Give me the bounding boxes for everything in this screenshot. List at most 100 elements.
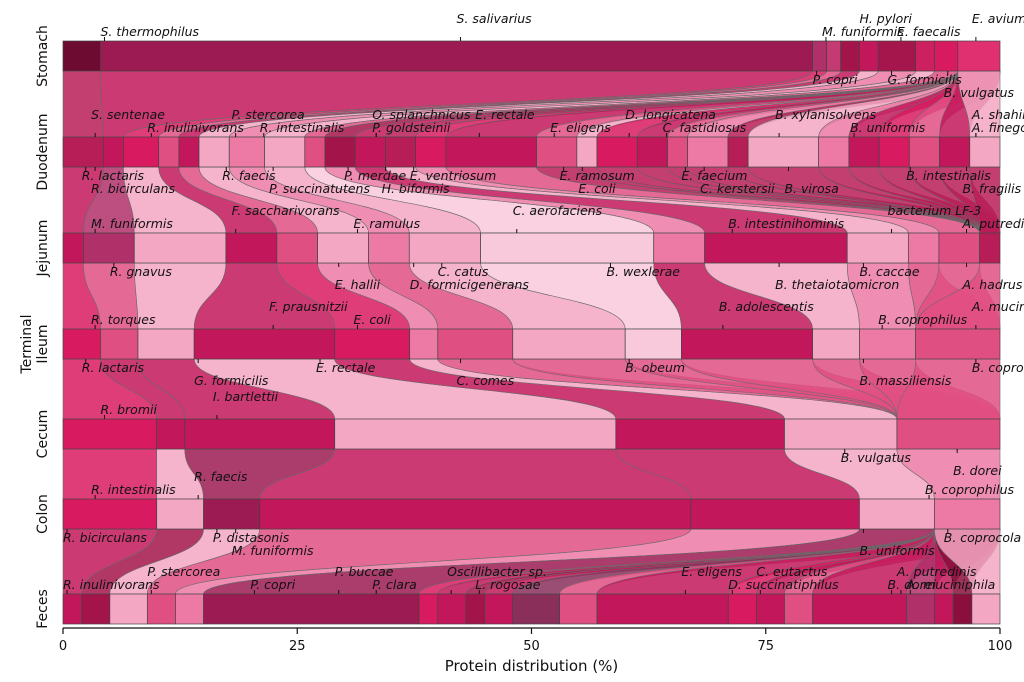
bar-segment xyxy=(840,40,860,72)
bar-segment xyxy=(368,232,410,264)
bar-segment xyxy=(905,593,935,625)
bar-segment xyxy=(385,136,416,168)
site-label: Stomach xyxy=(35,25,51,87)
species-label: Oscillibacter sp. xyxy=(447,564,547,579)
bar-segment xyxy=(681,328,813,360)
bar-segment xyxy=(259,498,692,530)
species-label: G. formicilis xyxy=(194,373,269,388)
species-label: D. longicatena xyxy=(625,107,716,122)
bar-segment xyxy=(203,593,420,625)
bar-segment xyxy=(576,136,598,168)
bar-segment xyxy=(203,498,261,530)
bar-segment xyxy=(596,593,729,625)
bar-segment xyxy=(62,328,101,360)
bar-segment xyxy=(408,232,481,264)
bar-segment xyxy=(418,593,439,625)
species-label: E. eligens xyxy=(681,564,742,579)
species-label: C. catus xyxy=(438,264,489,279)
bar-segment xyxy=(596,136,638,168)
bar-segment xyxy=(846,232,909,264)
species-label: B. intestinihominis xyxy=(728,216,844,231)
bar-segment xyxy=(756,593,785,625)
species-label: R. inulinivorans xyxy=(147,120,244,135)
site-label: Jejunum xyxy=(35,220,51,278)
species-label: H. biformis xyxy=(382,181,451,196)
site-label: Terminal xyxy=(19,314,35,374)
bar-segment xyxy=(859,328,917,360)
species-label: S. sentenae xyxy=(91,107,165,122)
species-label: B. coprocola xyxy=(972,360,1024,375)
species-label: B. intestinalis xyxy=(906,168,991,183)
bar-segment xyxy=(334,328,411,360)
bar-segment xyxy=(979,232,1001,264)
species-label: B. adolescentis xyxy=(719,299,814,314)
species-label: H. pylori xyxy=(859,11,912,26)
species-label: R. intestinalis xyxy=(260,120,345,135)
bar-segment xyxy=(133,232,227,264)
bar-segment xyxy=(859,498,935,530)
bar-segment xyxy=(465,593,486,625)
bar-segment xyxy=(624,328,682,360)
species-label: R. intestinalis xyxy=(91,482,176,497)
bar-segment xyxy=(437,593,467,625)
bar-segment xyxy=(934,498,1001,530)
species-label: P. merdae xyxy=(344,168,406,183)
bar-segment xyxy=(62,498,158,530)
species-label: B. vulgatus xyxy=(841,450,912,465)
bar-segment xyxy=(939,136,971,168)
species-label: E. rectale xyxy=(475,107,535,122)
bar-segment xyxy=(156,498,204,530)
species-label: D. formicigenerans xyxy=(410,277,530,292)
bar-segment xyxy=(878,136,910,168)
species-label: bacterium LF-3 xyxy=(888,203,982,218)
bar-segment xyxy=(907,232,940,264)
species-label: R. inulinivorans xyxy=(63,577,160,592)
species-label: P. copri xyxy=(250,577,295,592)
bar-segment xyxy=(812,328,860,360)
species-label: B. dorei xyxy=(953,463,1002,478)
bar-segment xyxy=(877,40,917,72)
bar-segment xyxy=(102,136,124,168)
species-label: A. finegoldii xyxy=(971,120,1024,135)
bar-segment xyxy=(225,232,278,264)
bar-segment xyxy=(512,593,560,625)
species-label: C. comes xyxy=(457,373,515,388)
bar-segment xyxy=(826,40,842,72)
species-label: B. obeum xyxy=(625,360,685,375)
bar-segment xyxy=(938,232,980,264)
species-label: E. ramulus xyxy=(353,216,420,231)
bar-segment xyxy=(636,136,668,168)
species-label: B. fragilis xyxy=(963,181,1022,196)
bar-segment xyxy=(690,498,860,530)
site-label: Duodenum xyxy=(35,113,51,190)
bar-segment xyxy=(727,136,749,168)
species-label: P. succinatutens xyxy=(269,181,370,196)
species-label: O. splanchnicus xyxy=(372,107,471,122)
x-tick-label: 25 xyxy=(289,639,306,654)
species-label: R. faecis xyxy=(222,168,276,183)
bar-segment xyxy=(175,593,204,625)
x-tick-label: 50 xyxy=(523,639,540,654)
bar-segment xyxy=(934,40,959,72)
species-label: B. thetaiotaomicron xyxy=(775,277,899,292)
species-label: R. lactaris xyxy=(82,360,145,375)
bar-segment xyxy=(908,136,940,168)
bar-segment xyxy=(62,418,158,450)
bar-segment xyxy=(934,593,954,625)
species-label: B. uniformis xyxy=(859,543,935,558)
species-label: A. muciniphila xyxy=(971,299,1024,314)
bar-segment xyxy=(812,40,828,72)
species-label: E. faecium xyxy=(681,168,747,183)
species-label: B. vulgatus xyxy=(944,85,1015,100)
species-label: E. rectale xyxy=(316,360,376,375)
species-label: E. coli xyxy=(353,312,391,327)
bar-segment xyxy=(559,593,598,625)
species-label: P. distasonis xyxy=(213,530,290,545)
species-label: C. fastidiosus xyxy=(663,120,747,135)
species-label: A. shahii xyxy=(971,107,1024,122)
bar-segment xyxy=(156,418,186,450)
species-label: P. stercorea xyxy=(232,107,305,122)
bar-segment xyxy=(727,593,757,625)
species-label: S. salivarius xyxy=(457,11,533,26)
